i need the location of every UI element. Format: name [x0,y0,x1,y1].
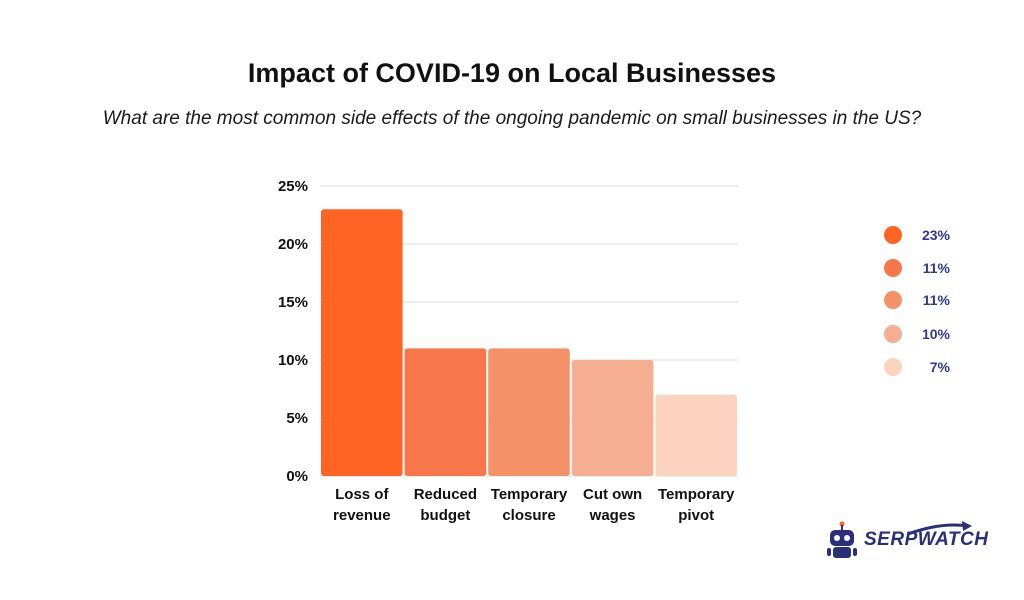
logo-text: SERPWATCH [864,529,989,550]
legend-label: 10% [922,326,951,342]
bar [488,348,570,476]
bar [321,209,403,476]
legend-swatch [884,325,902,343]
legend-swatch [884,259,902,277]
category-label: Reduced budget [414,486,477,524]
legend-swatch [884,226,902,244]
legend-label: 7% [930,359,951,375]
legend-swatch [884,358,902,376]
y-tick-label: 5% [286,410,308,427]
legend-label: 11% [923,260,951,276]
category-label: Cut own wages [583,486,642,524]
legend-label: 23% [922,227,951,243]
category-label: Loss of revenue [333,486,391,524]
y-tick-label: 10% [278,352,308,369]
legend-swatch [884,291,902,309]
y-tick-label: 15% [278,294,308,311]
y-tick-label: 0% [286,468,308,485]
bar [404,348,487,476]
legend-label: 11% [923,292,951,308]
y-tick-label: 25% [278,178,308,195]
serpwatch-logo: SERPWATCH [826,520,989,560]
bar [571,360,654,476]
chart-subtitle: What are the most common side effects of… [102,108,922,129]
category-label: Temporary closure [491,486,568,524]
chart-title: Impact of COVID-19 on Local Businesses [247,58,777,88]
arrow-swoosh-icon [907,521,972,536]
robot-icon [827,521,857,558]
bar [655,394,737,476]
category-label: Temporary pivot [658,486,735,524]
y-tick-label: 20% [278,236,308,253]
